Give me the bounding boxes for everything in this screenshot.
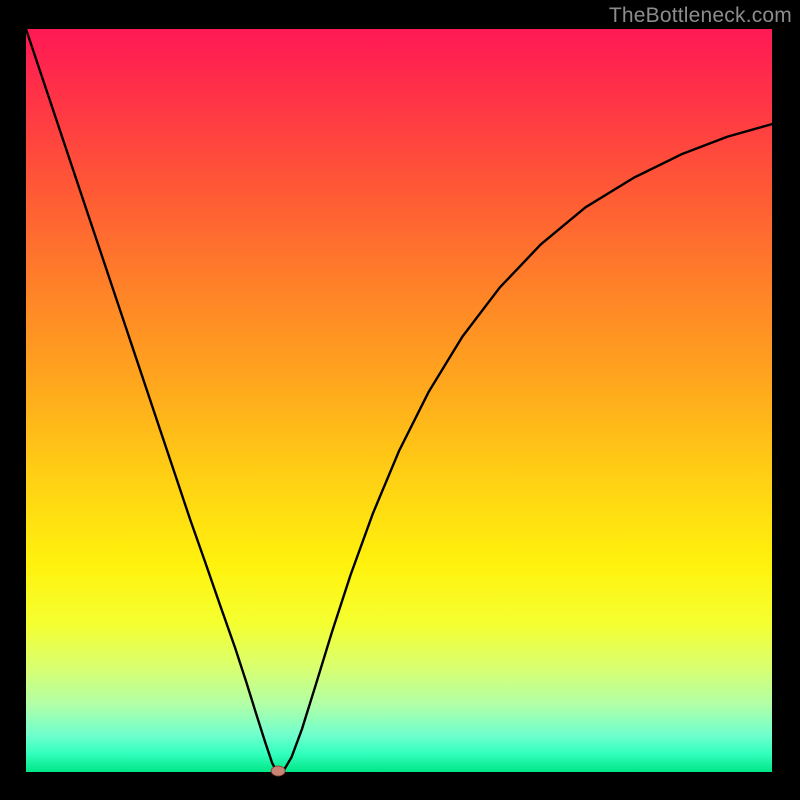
chart-stage: TheBottleneck.com	[0, 0, 800, 800]
heat-gradient	[26, 29, 772, 772]
watermark-label: TheBottleneck.com	[609, 4, 792, 28]
bottleneck-chart	[0, 0, 800, 800]
valley-marker	[271, 766, 285, 776]
